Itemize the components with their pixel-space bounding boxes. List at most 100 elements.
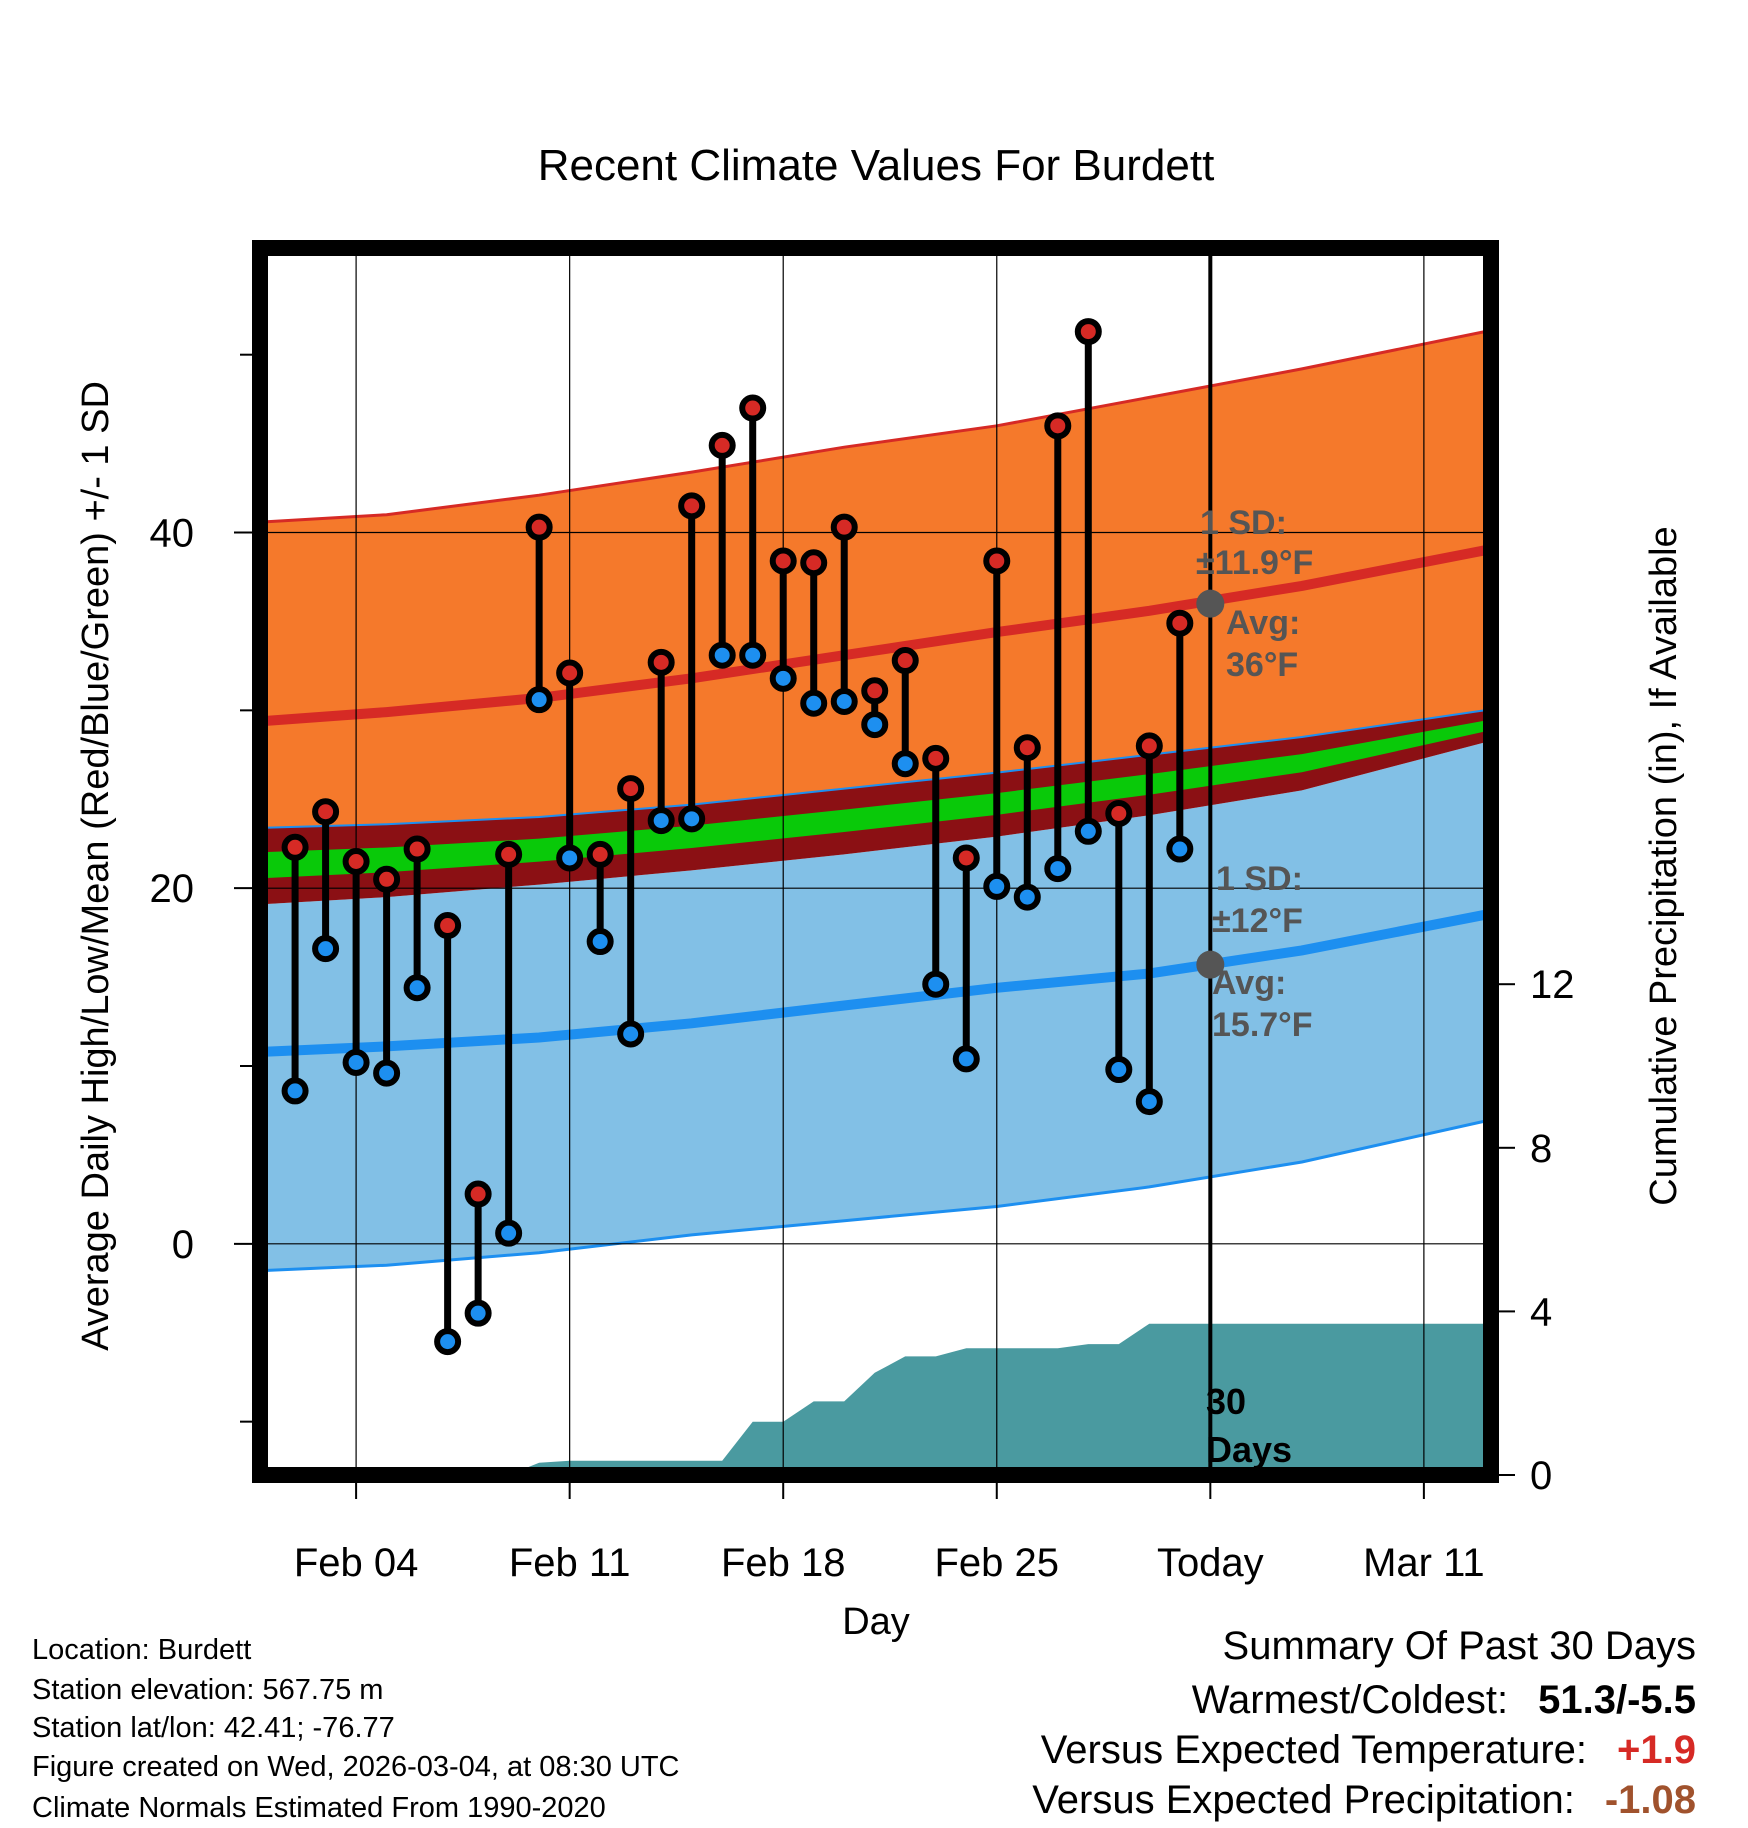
daily-low-point — [464, 1299, 492, 1327]
daily-low-point — [1166, 835, 1194, 863]
y2-tick-label: 8 — [1530, 1127, 1552, 1171]
today-average-markers — [1196, 589, 1225, 979]
info-location: Location: Burdett — [32, 1634, 252, 1666]
daily-high-point — [1044, 412, 1072, 440]
precipitation-area — [264, 1323, 1491, 1475]
daily-low-point — [1013, 883, 1041, 911]
high-upper-edge — [264, 330, 1486, 524]
daily-high-point — [556, 659, 584, 687]
daily-high-point — [922, 744, 950, 772]
daily-low-point — [830, 687, 858, 715]
warm-cold-label: Warmest/Coldest: — [1191, 1678, 1509, 1722]
precip-anomaly-label: Versus Expected Precipitation: — [1032, 1778, 1575, 1822]
daily-low-point — [1135, 1088, 1163, 1116]
y2-axis-label: Cumulative Precipitation (in), If Availa… — [1643, 526, 1685, 1205]
daily-low-point — [678, 805, 706, 833]
daily-low-point — [403, 974, 431, 1002]
precip-days-unit: Days — [1206, 1429, 1292, 1470]
low-avg-label: Avg: — [1212, 964, 1286, 1002]
daily-low-point — [952, 1045, 980, 1073]
low-lower-edge — [264, 1119, 1486, 1272]
daily-low-point — [342, 1048, 370, 1076]
precip-days-label: 30 — [1206, 1381, 1246, 1422]
daily-low-point — [800, 689, 828, 717]
daily-low-point — [891, 750, 919, 778]
y-tick-label: 0 — [172, 1223, 194, 1267]
today-high-average-dot — [1196, 589, 1225, 618]
daily-high-point — [1013, 734, 1041, 762]
info-normals: Climate Normals Estimated From 1990-2020 — [32, 1792, 606, 1824]
x-axis-label: Day — [842, 1601, 910, 1643]
low-avg-value: 15.7°F — [1212, 1006, 1313, 1044]
daily-low-point — [708, 641, 736, 669]
daily-high-point — [434, 912, 462, 940]
daily-low-point — [434, 1328, 462, 1356]
daily-high-point — [891, 647, 919, 675]
y-axis-label: Average Daily High/Low/Mean (Red/Blue/Gr… — [75, 381, 117, 1351]
daily-high-point — [342, 848, 370, 875]
daily-high-point — [678, 492, 706, 520]
daily-low-point — [647, 807, 675, 835]
daily-high-point — [617, 775, 645, 803]
daily-high-point — [495, 840, 523, 868]
summary-warm-cold: Warmest/Coldest: 51.3/-5.5 — [1192, 1680, 1696, 1720]
today-low-average-dot — [1196, 950, 1225, 979]
daily-high-point — [647, 648, 675, 676]
daily-low-point — [861, 711, 889, 739]
daily-low-point — [373, 1059, 401, 1087]
daily-high-point — [373, 865, 401, 893]
plot-frame — [252, 240, 1499, 1483]
high-avg-value: 36°F — [1226, 646, 1298, 684]
y-tick-label: 40 — [150, 512, 195, 556]
temp-anomaly-value: +1.9 — [1617, 1728, 1696, 1772]
daily-low-point — [556, 844, 584, 872]
daily-high-point — [983, 547, 1011, 575]
y2-tick-label: 0 — [1530, 1454, 1552, 1498]
daily-high-point — [1105, 799, 1133, 827]
daily-high-point — [464, 1180, 492, 1208]
daily-stems — [291, 331, 1184, 1342]
daily-high-point — [830, 513, 858, 541]
daily-high-point — [769, 547, 797, 575]
daily-high-point — [281, 833, 309, 861]
daily-low-point — [1044, 855, 1072, 883]
daily-high-point — [1074, 318, 1102, 346]
daily-low-point — [617, 1020, 645, 1048]
x-tick-label: Feb 11 — [509, 1541, 631, 1585]
temp-anomaly-label: Versus Expected Temperature: — [1040, 1728, 1588, 1772]
low-sd-value: ±12°F — [1212, 902, 1303, 940]
low-sd-label: 1 SD: — [1216, 860, 1303, 898]
daily-low-point — [1105, 1056, 1133, 1084]
daily-low-point — [769, 664, 797, 692]
daily-high-point — [952, 844, 980, 872]
daily-low-point — [586, 928, 614, 956]
high-avg-label: Avg: — [1226, 604, 1300, 642]
x-tick-label: Feb 04 — [294, 1541, 419, 1585]
y2-tick-label: 12 — [1530, 963, 1575, 1007]
daily-high-point — [800, 549, 828, 577]
daily-markers — [281, 318, 1194, 1356]
daily-high-point — [708, 431, 736, 459]
y-tick-label: 20 — [150, 867, 195, 911]
info-created: Figure created on Wed, 2026-03-04, at 08… — [32, 1751, 680, 1783]
precipitation-fill — [264, 1323, 1491, 1475]
daily-high-point — [586, 840, 614, 868]
daily-high-point — [1135, 732, 1163, 760]
high-sd-label: 1 SD: — [1200, 504, 1287, 542]
summary-title: Summary Of Past 30 Days — [1222, 1624, 1696, 1668]
x-tick-label: Mar 11 — [1363, 1541, 1485, 1585]
daily-high-point — [1166, 609, 1194, 637]
axis-ticks: Feb 04 Feb 11 Feb 18 Feb 25 Today Mar 1102040… — [150, 353, 1575, 1585]
info-latlon: Station lat/lon: 42.41; -76.77 — [32, 1712, 395, 1744]
daily-low-point — [281, 1077, 309, 1105]
daily-high-point — [739, 394, 767, 422]
summary-temp: Versus Expected Temperature: +1.9 — [1041, 1730, 1696, 1770]
daily-high-point — [312, 798, 340, 826]
daily-low-point — [922, 970, 950, 998]
daily-high-point — [525, 513, 553, 541]
daily-low-point — [1074, 817, 1102, 845]
summary-precip: Versus Expected Precipitation: -1.08 — [1032, 1780, 1696, 1820]
daily-high-point — [403, 835, 431, 863]
info-elevation: Station elevation: 567.75 m — [32, 1674, 384, 1706]
